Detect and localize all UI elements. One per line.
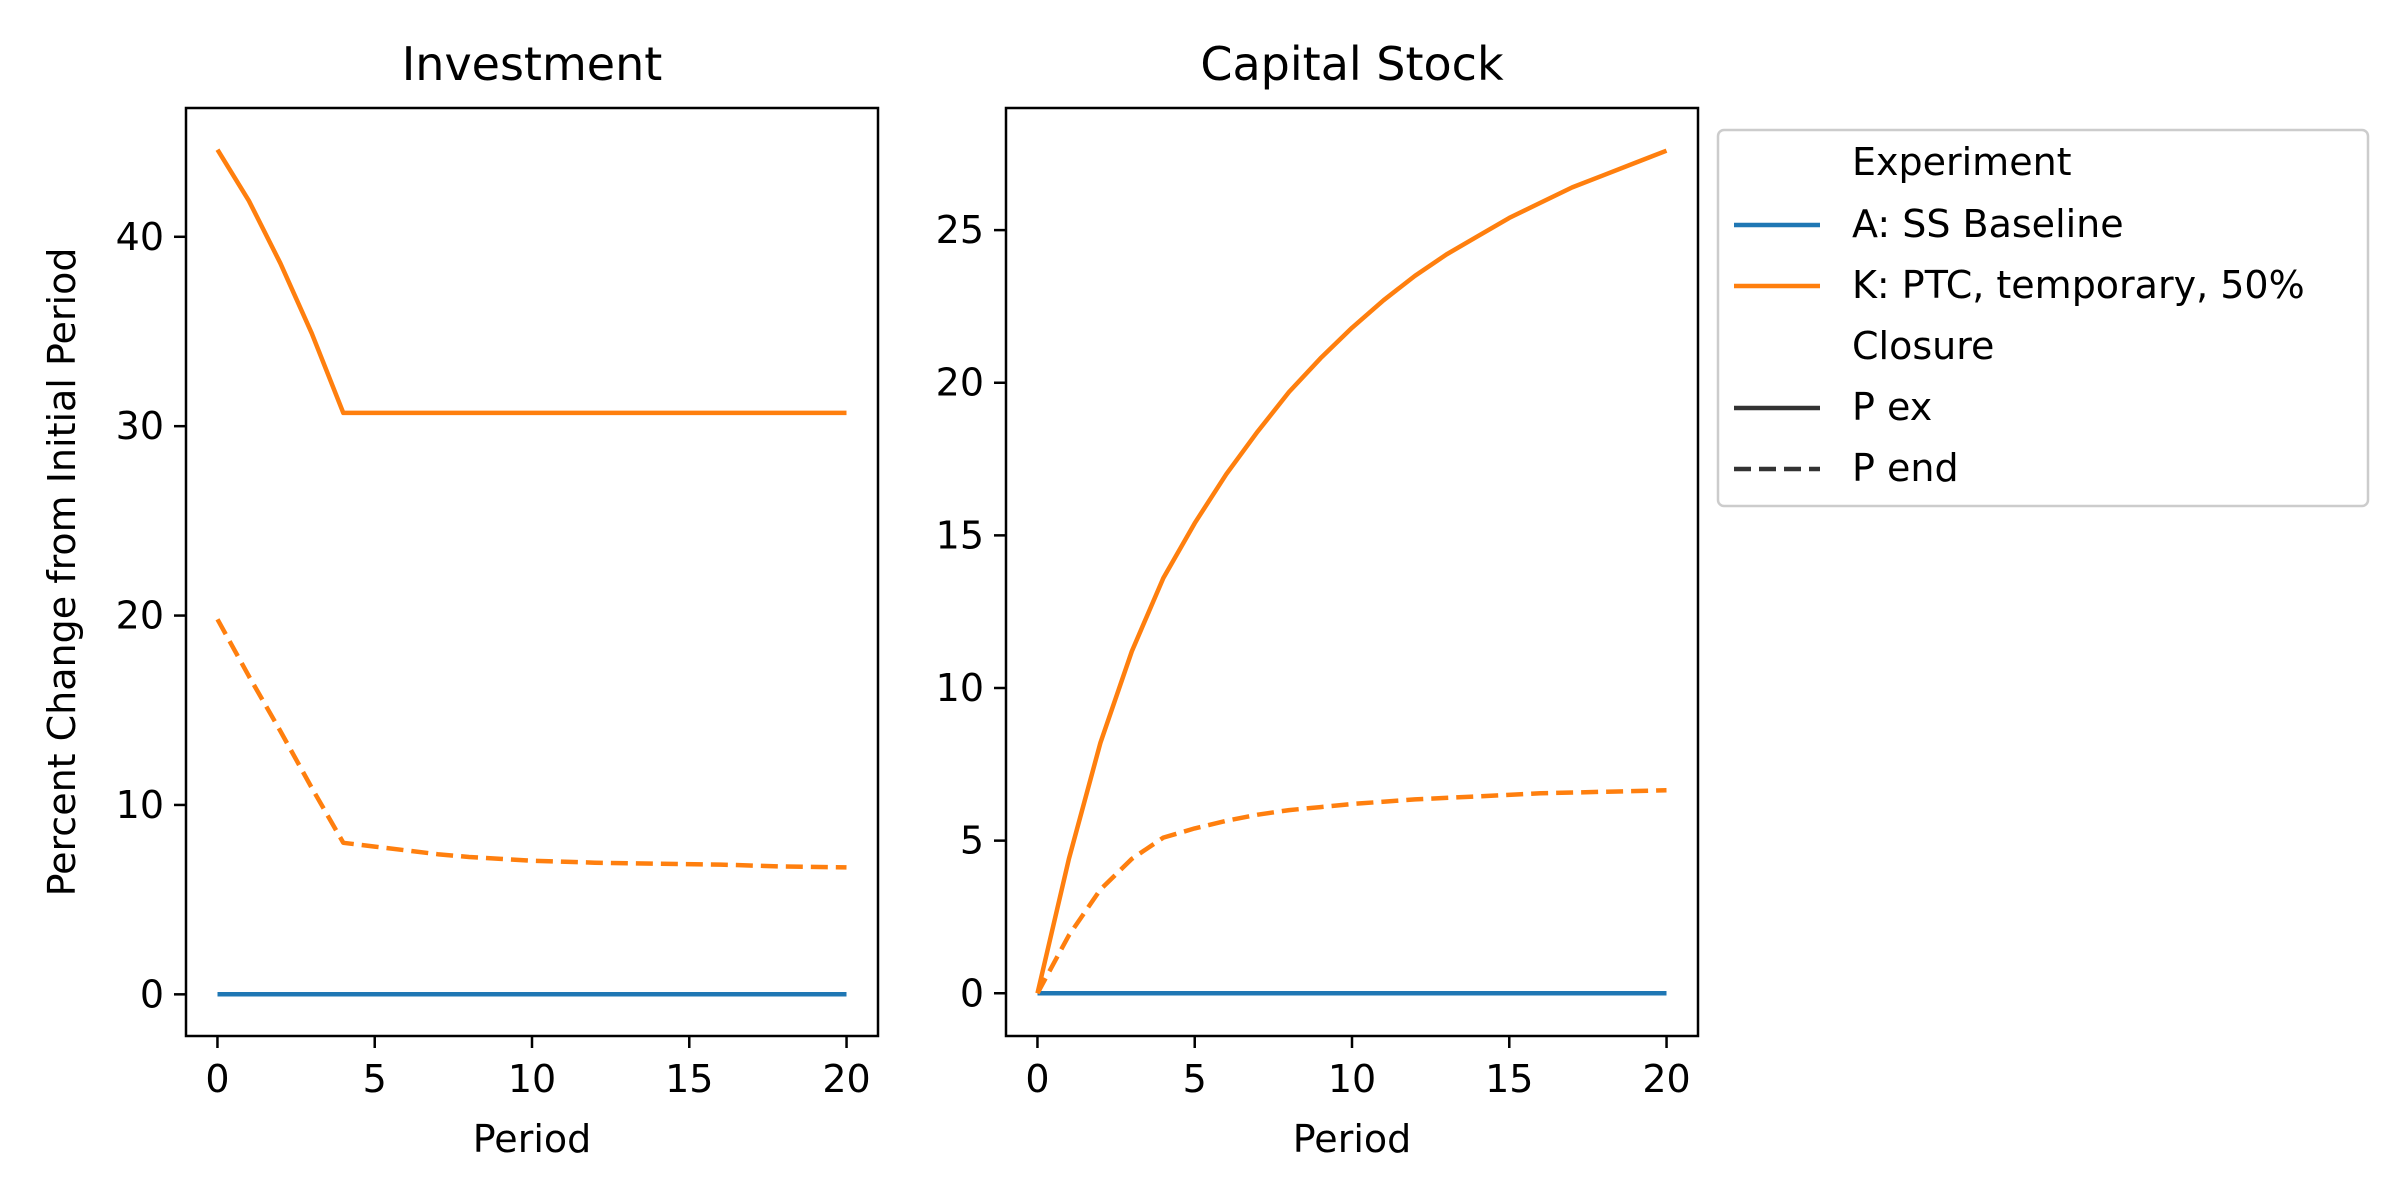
legend-label-p-ex: P ex: [1852, 385, 1932, 429]
legend-label-p-end: P end: [1852, 446, 1959, 490]
capital-stock-xlabel: Period: [1293, 1117, 1412, 1161]
investment-xlabel: Period: [473, 1117, 592, 1161]
capital-stock-ticks: 0 5 10 15 20 0 5 10 15 20 25: [936, 208, 1691, 1101]
investment-plot-frame: [184, 106, 880, 1038]
investment-panel: Investment Period Percent Change from In…: [40, 37, 880, 1161]
investment-xtick-label: 20: [822, 1057, 870, 1101]
investment-ytick-label: 10: [116, 783, 164, 827]
investment-xtick-label: 0: [205, 1057, 229, 1101]
investment-xtick-label: 10: [508, 1057, 556, 1101]
investment-xtick-label: 15: [665, 1057, 713, 1101]
capital-stock-ytick-label: 10: [936, 666, 984, 710]
capital-stock-ytick-label: 5: [960, 819, 984, 863]
capital-stock-series-line-1: [1035, 148, 1668, 994]
investment-ytick-label: 0: [140, 972, 164, 1016]
capital-stock-xtick-label: 0: [1025, 1057, 1049, 1101]
investment-series-line-1: [215, 148, 847, 416]
investment-ticks: 0 5 10 15 20 0 10 20 30 40: [116, 215, 871, 1101]
investment-series-line-2: [215, 618, 847, 870]
investment-ytick-label: 40: [116, 215, 164, 259]
investment-title: Investment: [402, 37, 663, 91]
capital-stock-ytick-label: 25: [936, 208, 984, 252]
legend-frame: [1716, 128, 2370, 508]
capital-stock-xtick-label: 5: [1183, 1057, 1207, 1101]
capital-stock-title: Capital Stock: [1200, 37, 1504, 91]
investment-ytick-label: 20: [116, 594, 164, 638]
investment-marks: [215, 148, 847, 997]
legend-label-baseline: A: SS Baseline: [1852, 202, 2124, 246]
capital-stock-xtick-label: 20: [1642, 1057, 1690, 1101]
capital-stock-ytick-label: 20: [936, 361, 984, 405]
capital-stock-plot-frame: [1004, 106, 1700, 1038]
capital-stock-marks: [1035, 148, 1668, 996]
capital-stock-ytick-label: 15: [936, 513, 984, 557]
capital-stock-series-line-2: [1035, 788, 1667, 995]
investment-ylabel: Percent Change from Initial Period: [40, 248, 84, 897]
capital-stock-ytick-label: 0: [960, 971, 984, 1015]
investment-ytick-label: 30: [116, 404, 164, 448]
legend-label-ptc: K: PTC, temporary, 50%: [1852, 263, 2305, 307]
capital-stock-panel: Capital Stock Period 0 5 10 15 20 0 5 10 15 20 25: [936, 37, 1700, 1161]
investment-xtick-label: 5: [363, 1057, 387, 1101]
legend: Experiment A: SS Baseline K: PTC, tempor…: [1716, 128, 2370, 508]
legend-heading-closure: Closure: [1852, 324, 1994, 368]
legend-heading-experiment: Experiment: [1852, 140, 2072, 184]
capital-stock-xtick-label: 10: [1328, 1057, 1376, 1101]
capital-stock-xtick-label: 15: [1485, 1057, 1533, 1101]
